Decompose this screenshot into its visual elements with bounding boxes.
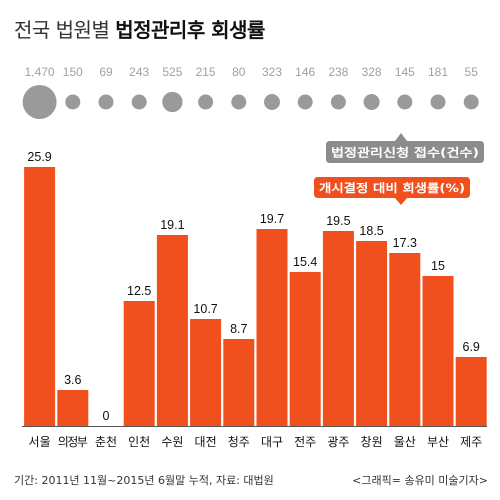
case-bubble <box>363 93 380 111</box>
bar-value-label: 8.7 <box>230 322 247 336</box>
credit-note: <그래픽= 송유미 미술기자> <box>352 474 488 487</box>
case-count-label: 243 <box>129 65 149 79</box>
source-note: 기간: 2011년 11월~2015년 6월말 누적, 자료: 대법원 <box>14 474 274 487</box>
case-count-label: 150 <box>63 65 83 79</box>
category-label: 대전 <box>195 435 217 449</box>
case-bubble <box>22 85 57 119</box>
case-count-label: 80 <box>232 65 246 79</box>
rate-bar <box>422 276 454 426</box>
case-bubble <box>231 94 247 110</box>
case-count-label: 55 <box>465 65 479 79</box>
category-label: 창원 <box>361 435 383 449</box>
case-bubble <box>162 91 183 113</box>
bar-value-label: 19.7 <box>260 212 284 226</box>
rate-bar <box>156 235 188 426</box>
rate-bar <box>57 390 89 426</box>
bar-value-label: 6.9 <box>463 340 480 354</box>
legend-rate-callout <box>314 177 470 205</box>
bar-value-label: 0 <box>103 409 110 423</box>
case-bubble <box>297 94 313 110</box>
case-bubble <box>330 94 346 110</box>
category-label: 광주 <box>327 435 349 449</box>
case-count-label: 145 <box>395 65 415 79</box>
title-prefix: 전국 법원별 <box>14 18 110 42</box>
bar-value-label: 15 <box>431 259 445 273</box>
category-label: 청주 <box>228 435 250 449</box>
case-count-label: 238 <box>328 65 348 79</box>
bar-value-label: 19.1 <box>160 218 184 232</box>
case-bubble <box>430 94 446 110</box>
case-count-label: 323 <box>262 65 282 79</box>
legend-cases-callout <box>326 133 484 163</box>
case-bubble <box>198 94 214 110</box>
case-count-label: 69 <box>99 65 113 79</box>
bar-value-label: 18.5 <box>359 224 383 238</box>
case-bubble <box>98 94 114 110</box>
case-bubble <box>65 94 81 110</box>
case-count-label: 525 <box>162 65 182 79</box>
rate-bar <box>389 253 421 426</box>
rate-bar <box>322 231 354 426</box>
rate-bar <box>356 241 388 426</box>
category-label: 수원 <box>161 435 183 449</box>
bar-value-label: 10.7 <box>193 302 217 316</box>
case-bubble <box>463 94 479 110</box>
bar-value-label: 15.4 <box>293 255 317 269</box>
rate-bar <box>223 339 255 426</box>
rate-bar <box>123 301 155 426</box>
title-main: 법정관리후 회생률 <box>115 18 265 42</box>
chart-title: 전국 법원별 법정관리후 회생률 <box>14 14 265 43</box>
category-label: 인천 <box>128 434 150 449</box>
case-count-label: 181 <box>428 65 448 79</box>
bar-value-label: 17.3 <box>393 236 417 250</box>
case-bubble <box>264 94 280 110</box>
case-count-label: 328 <box>362 65 382 79</box>
case-count-label: 1,470 <box>25 65 55 79</box>
category-label: 부산 <box>427 435 449 449</box>
case-bubble <box>131 94 147 110</box>
legend-rate-label: 개시결정 대비 회생률(%) <box>319 181 465 195</box>
category-label: 전주 <box>294 435 316 449</box>
bar-value-label: 25.9 <box>27 150 51 164</box>
case-count-label: 146 <box>295 65 315 79</box>
rate-bar <box>190 319 222 426</box>
category-label: 춘천 <box>95 434 117 449</box>
category-label: 서울 <box>29 435 51 449</box>
case-bubble <box>397 94 413 110</box>
rate-bar <box>24 167 56 426</box>
rate-bar <box>256 229 288 426</box>
bar-value-label: 3.6 <box>64 373 81 387</box>
case-count-label: 215 <box>196 65 216 79</box>
bar-value-label: 12.5 <box>127 284 151 298</box>
rate-bar <box>289 272 321 426</box>
legend-cases-label: 법정관리신청 접수(건수) <box>331 146 479 160</box>
bar-value-label: 19.5 <box>326 214 350 228</box>
rate-bar <box>455 357 487 426</box>
category-label: 대구 <box>261 435 283 449</box>
category-label: 제주 <box>460 435 482 449</box>
category-label: 울산 <box>394 435 416 449</box>
category-label: 의정부 <box>58 435 88 449</box>
